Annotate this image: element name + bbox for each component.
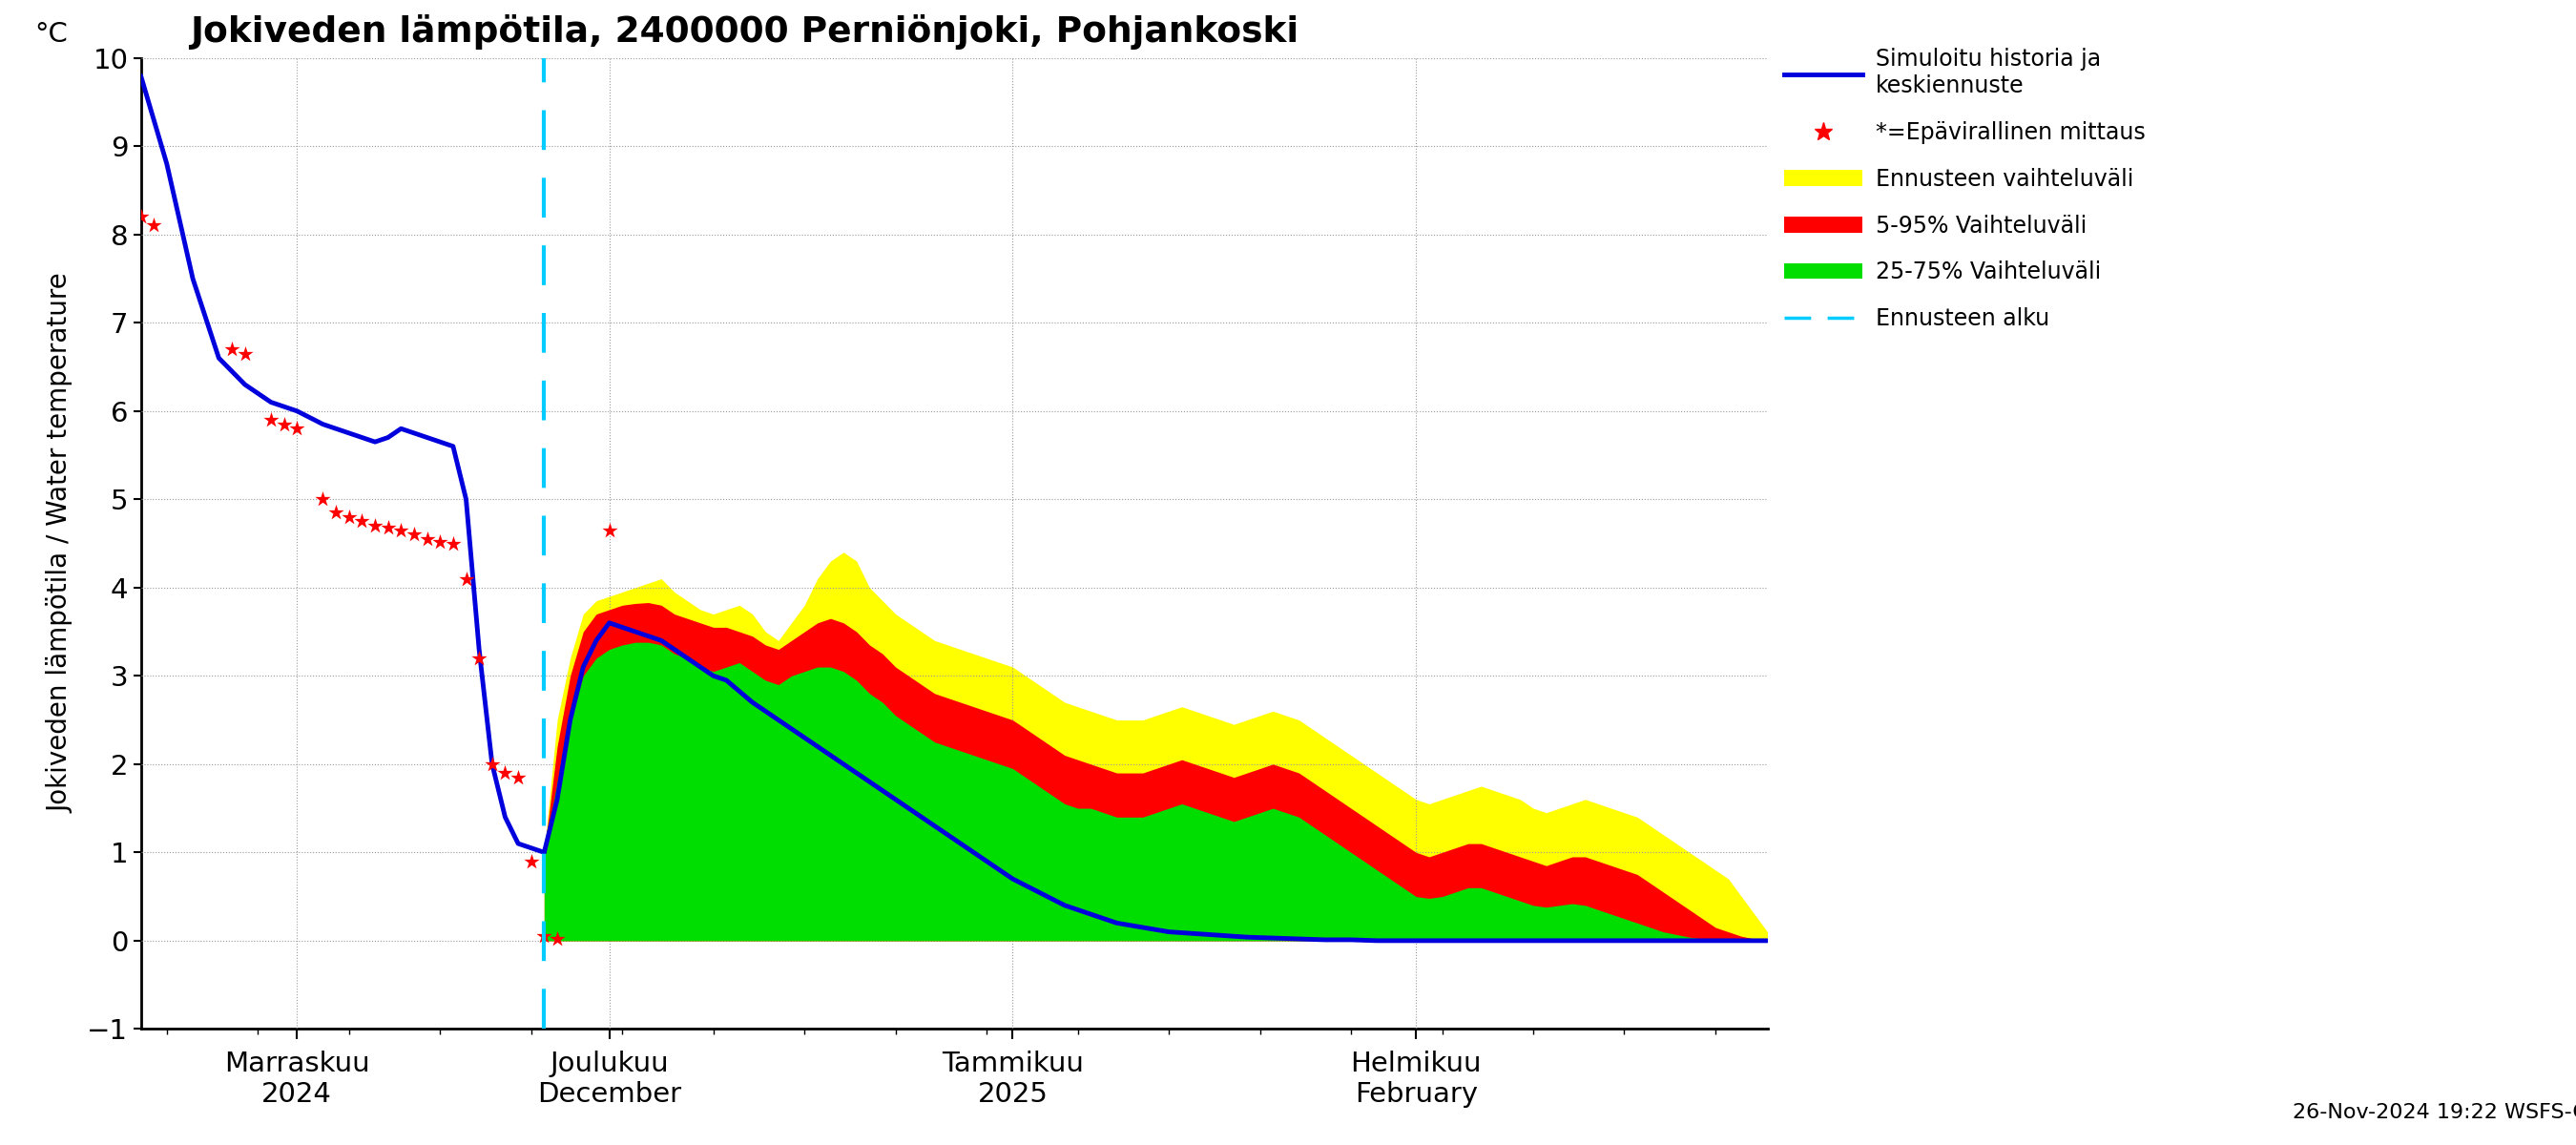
Point — [263, 416, 304, 434]
Point — [420, 532, 461, 551]
Point — [484, 764, 526, 782]
Point — [355, 516, 397, 535]
Point — [394, 526, 435, 544]
Legend: Simuloitu historia ja
keskiennuste, *=Epävirallinen mittaus, Ennusteen vaihteluv: Simuloitu historia ja keskiennuste, *=Ep… — [1783, 48, 2146, 331]
Y-axis label: Jokiveden lämpötila / Water temperature: Jokiveden lämpötila / Water temperature — [46, 274, 75, 813]
Point — [314, 504, 355, 522]
Point — [301, 490, 343, 508]
Point — [459, 649, 500, 668]
Point — [134, 216, 175, 235]
Point — [250, 411, 291, 429]
Point — [471, 755, 513, 773]
Point — [368, 519, 410, 537]
Text: 26-Nov-2024 19:22 WSFS-O: 26-Nov-2024 19:22 WSFS-O — [2293, 1103, 2576, 1122]
Point — [523, 927, 564, 946]
Point — [224, 345, 265, 363]
Point — [121, 207, 162, 226]
Point — [327, 507, 368, 526]
Point — [276, 419, 317, 437]
Point — [433, 535, 474, 553]
Point — [211, 340, 252, 358]
Point — [497, 768, 538, 787]
Point — [407, 530, 448, 548]
Text: °C: °C — [33, 22, 67, 48]
Point — [536, 930, 577, 948]
Point — [446, 569, 487, 587]
Point — [343, 512, 384, 530]
Text: Jokiveden lämpötila, 2400000 Perniönjoki, Pohjankoski: Jokiveden lämpötila, 2400000 Perniönjoki… — [191, 14, 1298, 49]
Point — [510, 852, 551, 870]
Point — [590, 521, 631, 539]
Point — [381, 521, 422, 539]
